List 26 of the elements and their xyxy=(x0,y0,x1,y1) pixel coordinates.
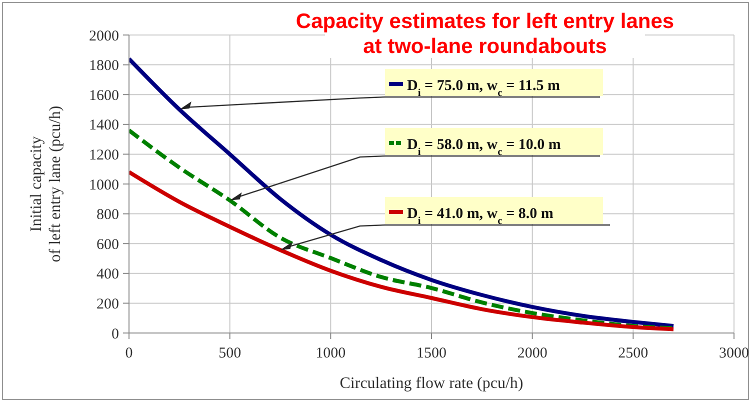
x-tick-label: 3000 xyxy=(719,346,749,362)
x-tick-label: 500 xyxy=(218,346,242,362)
legend-label: D$_{i}$ = 58.0 m, w$_{c}$ = 10.0 m xyxy=(407,137,562,158)
y-tick-label: 1000 xyxy=(89,177,119,194)
y-tick-label: 800 xyxy=(96,207,119,224)
y-tick-label: 2000 xyxy=(89,28,119,44)
y-axis-title: Initial capacity of left entry lane (pcu/h) xyxy=(28,106,64,262)
y-tick-label: 0 xyxy=(112,326,119,342)
x-tick-label: 2500 xyxy=(618,346,648,362)
y-tick-label: 400 xyxy=(96,266,119,283)
line-series xyxy=(129,170,676,332)
x-tick-label: 1000 xyxy=(316,346,346,362)
y-tick-label: 1600 xyxy=(89,88,119,104)
x-axis-title: Circulating flow rate (pcu/h) xyxy=(340,375,524,392)
y-tick-label: 1800 xyxy=(89,58,119,74)
x-tick-label: 2000 xyxy=(517,346,548,362)
y-tick-label: 1400 xyxy=(89,118,119,134)
y-tick-label: 1200 xyxy=(89,148,119,164)
y-tick-label: 200 xyxy=(96,296,119,313)
x-tick-label: 1500 xyxy=(416,346,446,362)
line-series xyxy=(129,56,676,328)
y-tick-label: 600 xyxy=(96,236,119,253)
legend-label: D$_{i}$ = 75.0 m, w$_{c}$ = 11.5 m xyxy=(407,78,561,98)
chart-title: Capacity estimates for left entry lanes at two-lane roundabouts xyxy=(296,10,674,58)
x-tick-label: 0 xyxy=(125,346,133,362)
legend-label: D$_{i}$ = 41.0 m, w$_{c}$ = 8.0 m xyxy=(407,206,554,226)
